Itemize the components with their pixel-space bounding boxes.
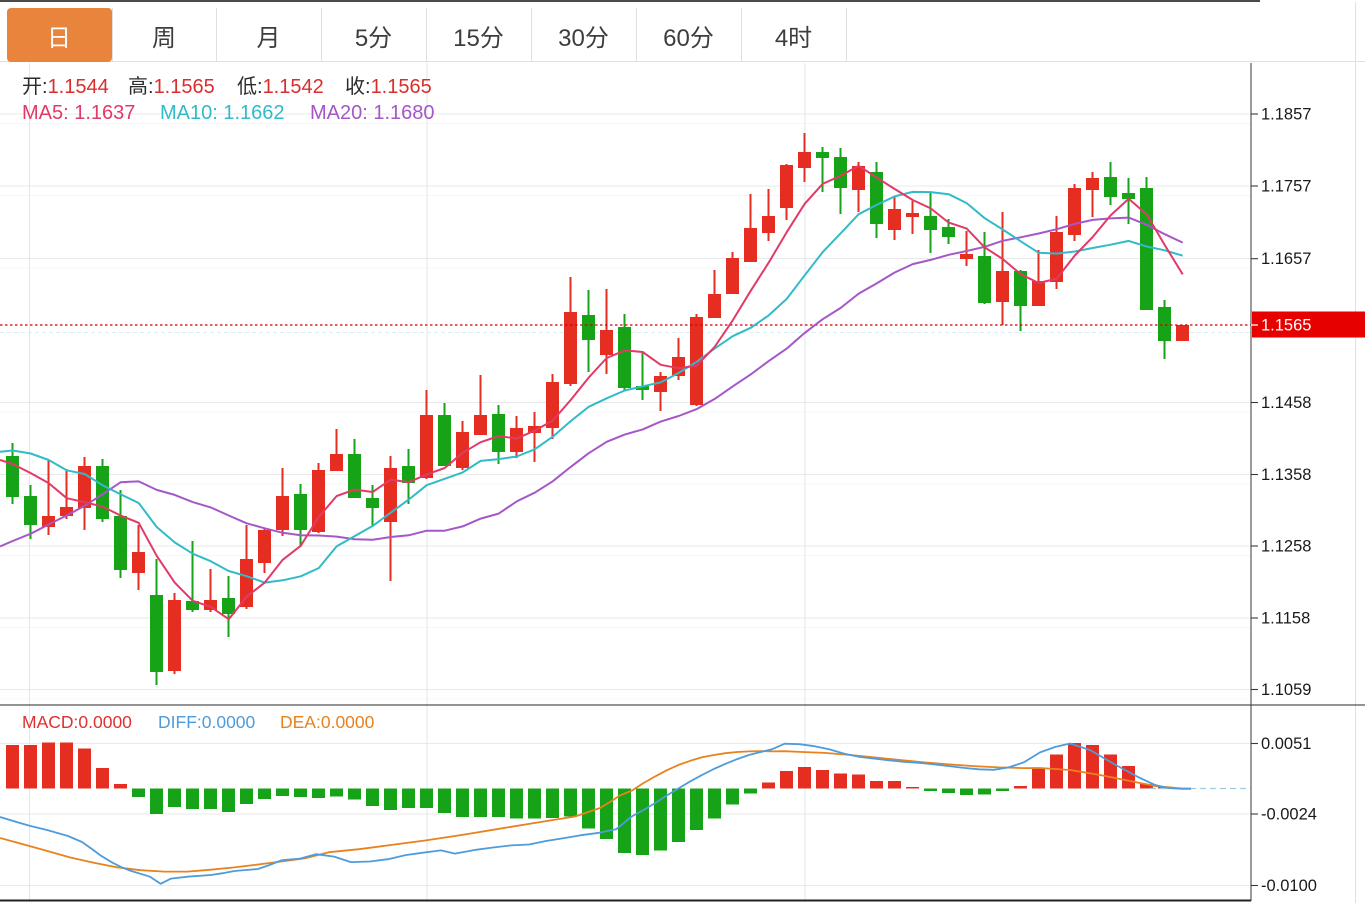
svg-text:1.1059: 1.1059 bbox=[1261, 681, 1311, 699]
svg-text:-0.0100: -0.0100 bbox=[1261, 877, 1317, 895]
svg-text:-0.0024: -0.0024 bbox=[1261, 806, 1317, 824]
svg-text:1.1358: 1.1358 bbox=[1261, 466, 1311, 484]
svg-text:1.1565: 1.1565 bbox=[1261, 317, 1311, 335]
svg-text:0.0051: 0.0051 bbox=[1261, 735, 1311, 753]
svg-text:1.1258: 1.1258 bbox=[1261, 538, 1311, 556]
svg-text:1.1757: 1.1757 bbox=[1261, 178, 1311, 196]
svg-text:1.1458: 1.1458 bbox=[1261, 394, 1311, 412]
svg-text:1.1657: 1.1657 bbox=[1261, 250, 1311, 268]
svg-text:1.1857: 1.1857 bbox=[1261, 106, 1311, 124]
svg-text:1.1158: 1.1158 bbox=[1261, 610, 1310, 628]
